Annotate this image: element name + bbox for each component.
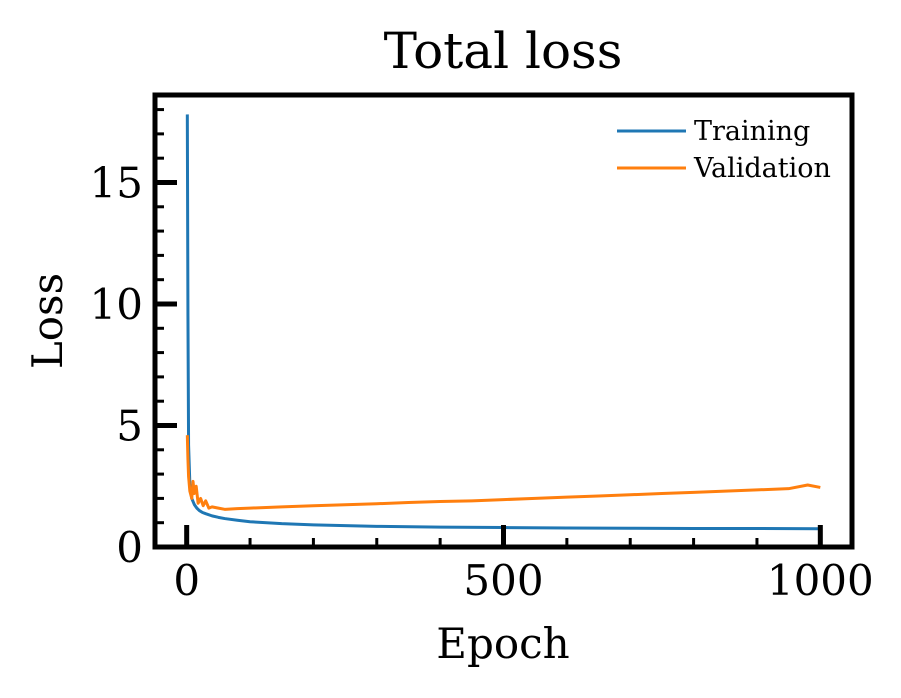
series-layer	[185, 114, 821, 531]
y-tick-label: 5	[116, 401, 143, 450]
legend-label-training: Training	[694, 116, 810, 147]
y-axis-label: Loss	[23, 273, 72, 369]
y-tick-label: 0	[116, 523, 143, 572]
chart-title: Total loss	[384, 22, 623, 80]
x-tick-label: 0	[173, 556, 200, 605]
plot-frame	[152, 92, 855, 550]
x-axis-label: Epoch	[436, 619, 569, 668]
tick-layer: 0 5 10 15 0 500 1000	[90, 108, 874, 605]
x-tick-label: 1000	[767, 556, 874, 605]
legend-label-validation: Validation	[693, 153, 831, 184]
series-line-validation	[185, 435, 821, 511]
x-tick-label: 500	[463, 556, 543, 605]
legend: Training Validation	[617, 116, 831, 184]
y-tick-label: 10	[90, 280, 143, 329]
y-tick-label: 15	[90, 158, 143, 207]
